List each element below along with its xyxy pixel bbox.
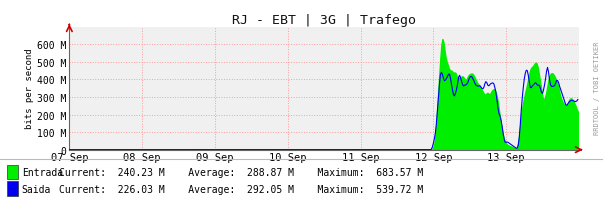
Text: Entrada: Entrada [22, 167, 63, 177]
Text: RRDTOOL / TOBI OETIKER: RRDTOOL / TOBI OETIKER [594, 41, 600, 134]
Text: Current:  240.23 M    Average:  288.87 M    Maximum:  683.57 M: Current: 240.23 M Average: 288.87 M Maxi… [59, 167, 423, 177]
Title: RJ - EBT | 3G | Trafego: RJ - EBT | 3G | Trafego [232, 13, 416, 26]
Y-axis label: bits per second: bits per second [25, 49, 34, 129]
Text: Saida: Saida [22, 184, 51, 194]
Text: Current:  226.03 M    Average:  292.05 M    Maximum:  539.72 M: Current: 226.03 M Average: 292.05 M Maxi… [59, 184, 423, 194]
